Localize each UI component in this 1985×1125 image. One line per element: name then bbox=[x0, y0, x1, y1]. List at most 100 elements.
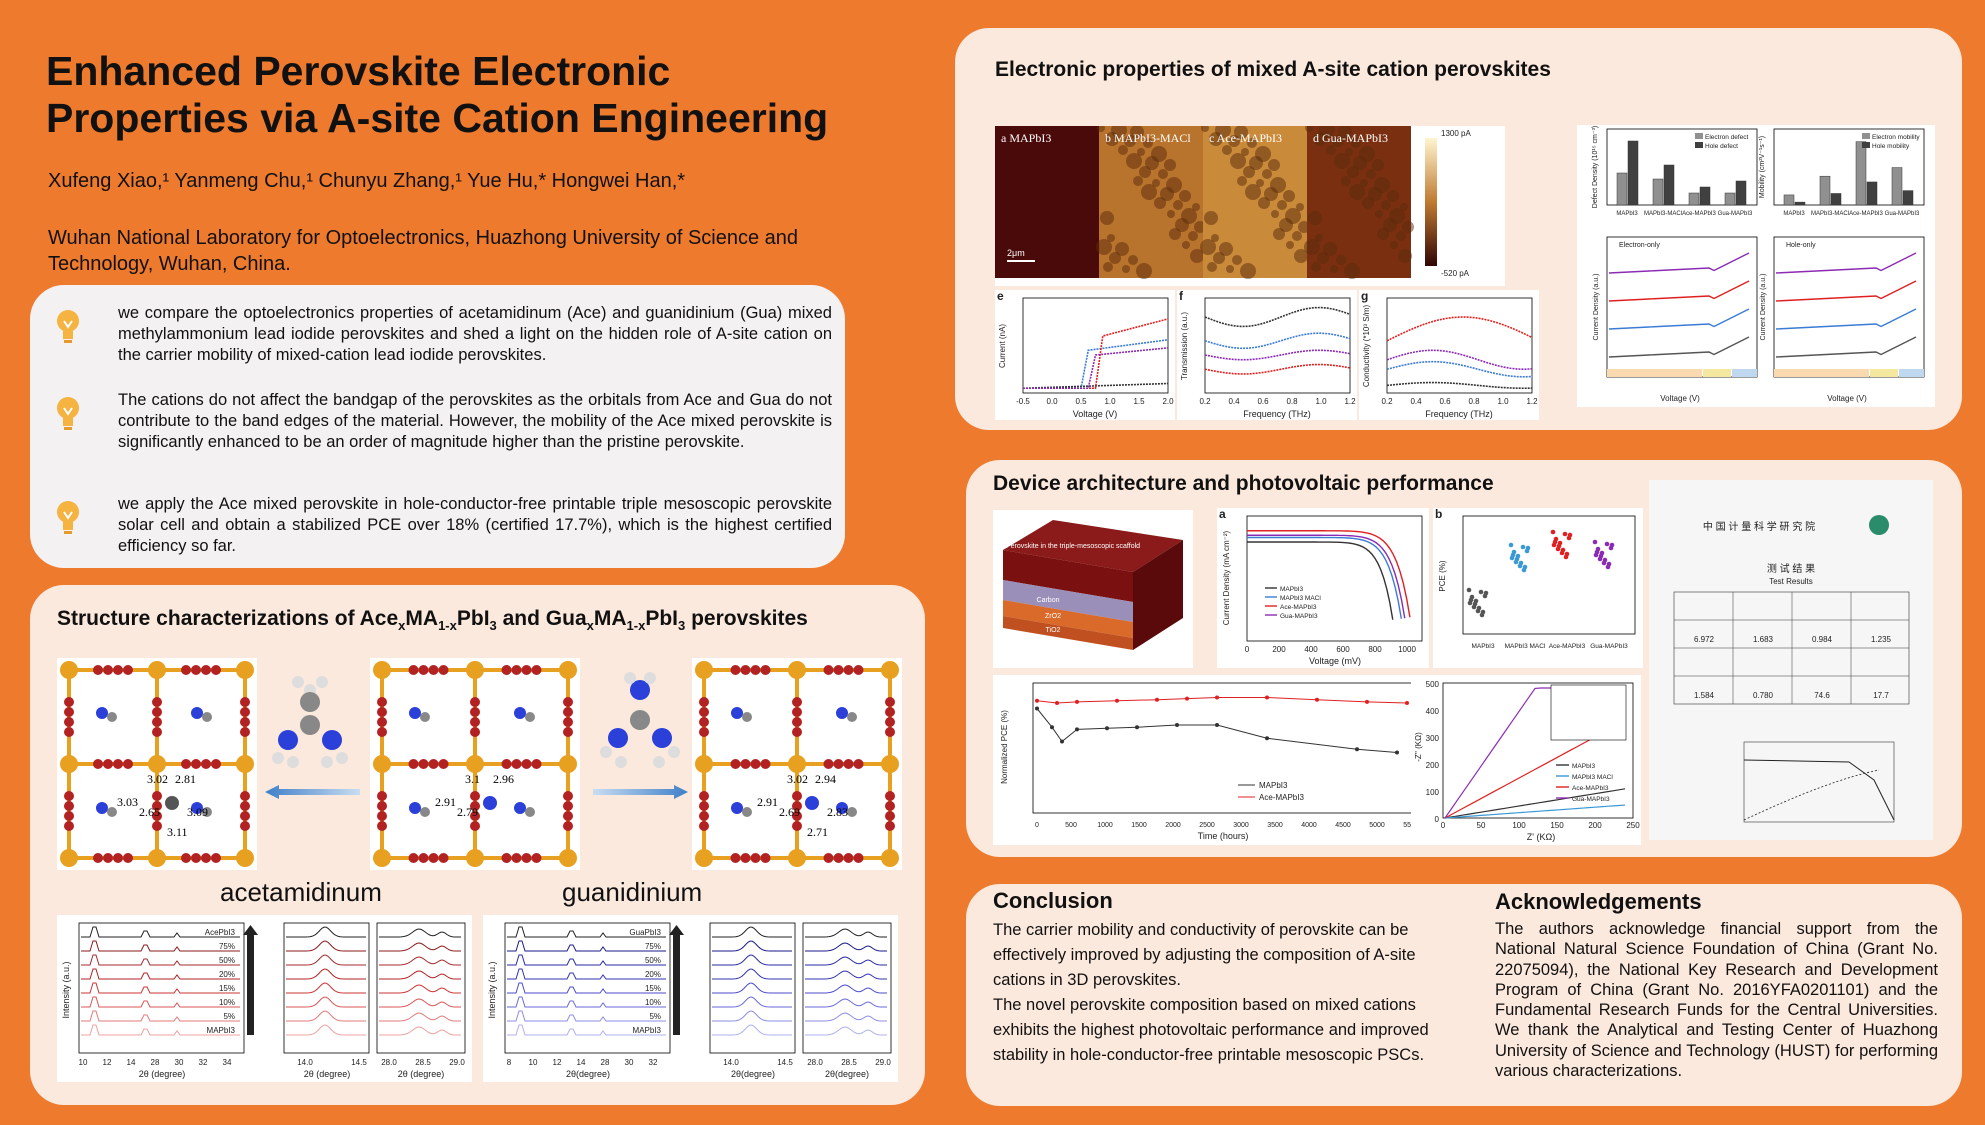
i-atom bbox=[113, 759, 123, 769]
bar bbox=[1724, 192, 1736, 206]
i-atom bbox=[181, 759, 191, 769]
n-atom bbox=[96, 707, 108, 719]
x-tick-label: 200 bbox=[1588, 821, 1602, 830]
i-atom bbox=[760, 759, 771, 769]
data-series bbox=[1204, 306, 1351, 328]
i-atom bbox=[885, 717, 895, 727]
xrd-zoom-trace bbox=[286, 940, 366, 952]
pb-atom bbox=[881, 755, 899, 773]
i-atom bbox=[377, 811, 387, 821]
xrd-zoom-trace bbox=[379, 942, 462, 952]
zro2-layer bbox=[1003, 600, 1133, 638]
grain bbox=[1247, 138, 1257, 148]
distance-label: 2.71 bbox=[807, 825, 828, 839]
x-tick-label: 8 bbox=[507, 1058, 512, 1067]
grain bbox=[1360, 179, 1368, 187]
i-atom bbox=[740, 665, 751, 675]
conclusion-text: The carrier mobility and conductivity of… bbox=[993, 918, 1441, 1068]
grain bbox=[1400, 203, 1408, 211]
i-atom bbox=[563, 727, 573, 737]
grain bbox=[1271, 210, 1279, 218]
xrd-zoom-trace bbox=[379, 984, 462, 994]
distance-label: 3.09 bbox=[187, 805, 208, 819]
i-atom bbox=[428, 759, 439, 769]
i-atom bbox=[885, 727, 895, 737]
grain bbox=[1308, 211, 1322, 225]
xrd-zoom-trace bbox=[379, 928, 462, 938]
stack-label: Carbon bbox=[1037, 597, 1060, 604]
x-tick-label: 5000 bbox=[1369, 822, 1385, 829]
distance-label: 2.81 bbox=[175, 772, 196, 786]
i-atom bbox=[531, 853, 542, 863]
grain bbox=[1319, 126, 1335, 138]
legend-label: MAPbI3 bbox=[1572, 763, 1596, 770]
i-atom bbox=[123, 665, 133, 675]
pce-point bbox=[1508, 542, 1514, 548]
grain bbox=[1323, 242, 1337, 256]
device-title: Device architecture and photovoltaic per… bbox=[993, 472, 1494, 495]
pce-point bbox=[1478, 589, 1484, 595]
i-atom bbox=[152, 697, 162, 707]
pce-point bbox=[1592, 539, 1598, 545]
grain bbox=[1204, 211, 1218, 225]
pce-point bbox=[1604, 541, 1610, 547]
pb-atom bbox=[466, 755, 484, 773]
x-tick-label: 28.0 bbox=[381, 1058, 397, 1067]
xrd-series-label: 10% bbox=[219, 998, 235, 1007]
xrd-trace bbox=[507, 940, 666, 952]
i-atom bbox=[377, 707, 387, 717]
i-atom bbox=[750, 853, 761, 863]
grain bbox=[1344, 263, 1360, 279]
x-axis-label: Time (hours) bbox=[1198, 831, 1249, 841]
grain bbox=[1362, 197, 1374, 209]
i-atom bbox=[113, 853, 123, 863]
pb-atom bbox=[881, 661, 899, 679]
i-atom bbox=[191, 853, 201, 863]
i-atom bbox=[240, 717, 250, 727]
i-atom bbox=[792, 821, 802, 831]
pce-point bbox=[1555, 546, 1561, 552]
x-tick-label: 1.5 bbox=[1133, 397, 1145, 406]
pce-point bbox=[1551, 542, 1557, 548]
x-tick-label: MAPbI3 bbox=[1783, 211, 1805, 217]
pce-distribution-figure: b PCE (%) MAPbI3 MAPbI3 MACl Ace-MAPbI3 Gua-M… bbox=[1433, 508, 1643, 668]
intro-bullet-text: we compare the optoelectronics propertie… bbox=[118, 304, 832, 364]
x-tick-label: 100 bbox=[1512, 821, 1526, 830]
i-atom bbox=[730, 853, 741, 863]
legend-label: Electron mobility bbox=[1872, 134, 1920, 141]
data-series bbox=[1204, 363, 1351, 375]
xrd-zoom-trace bbox=[286, 1010, 366, 1022]
eis-curve bbox=[1444, 788, 1626, 819]
grain bbox=[1173, 200, 1183, 210]
defect-mobility-figure: Defect Density (10¹⁵ cm⁻³) MAPbI3 MAPbI3-M… bbox=[1577, 125, 1935, 407]
sclc-curve bbox=[1775, 280, 1917, 302]
xrd-zoom-trace bbox=[712, 1024, 792, 1036]
i-atom bbox=[201, 759, 211, 769]
lightbulb-icon bbox=[57, 397, 79, 430]
i-atom bbox=[64, 791, 74, 801]
n-atom bbox=[191, 707, 203, 719]
grain bbox=[1234, 126, 1248, 139]
x-tick-label: 250 bbox=[1626, 821, 1640, 830]
xrd-trace bbox=[507, 954, 666, 966]
distance-label: 2.96 bbox=[493, 772, 514, 786]
perovskite-layer bbox=[1003, 550, 1133, 602]
i-atom bbox=[563, 821, 573, 831]
xrd-zoom-trace bbox=[805, 1012, 888, 1022]
grain bbox=[1181, 208, 1197, 224]
pb-atom bbox=[148, 661, 166, 679]
ma-crystal-structure: 3.1 2.96 2.91 2.79 bbox=[370, 658, 580, 870]
grain bbox=[1179, 190, 1191, 202]
i-atom bbox=[438, 665, 449, 675]
axis-frame bbox=[1606, 128, 1758, 206]
i-atom bbox=[408, 665, 419, 675]
axis-frame bbox=[1462, 515, 1636, 635]
scale-bar-label: 2μm bbox=[1007, 248, 1025, 258]
x-tick-label: 32 bbox=[649, 1058, 658, 1067]
pb-atom bbox=[788, 755, 806, 773]
center-molecule bbox=[483, 796, 497, 810]
xrd-trace bbox=[507, 1024, 666, 1036]
y-axis-label: PCE (%) bbox=[1438, 560, 1447, 591]
grain bbox=[1200, 239, 1216, 255]
bar bbox=[1855, 141, 1867, 206]
